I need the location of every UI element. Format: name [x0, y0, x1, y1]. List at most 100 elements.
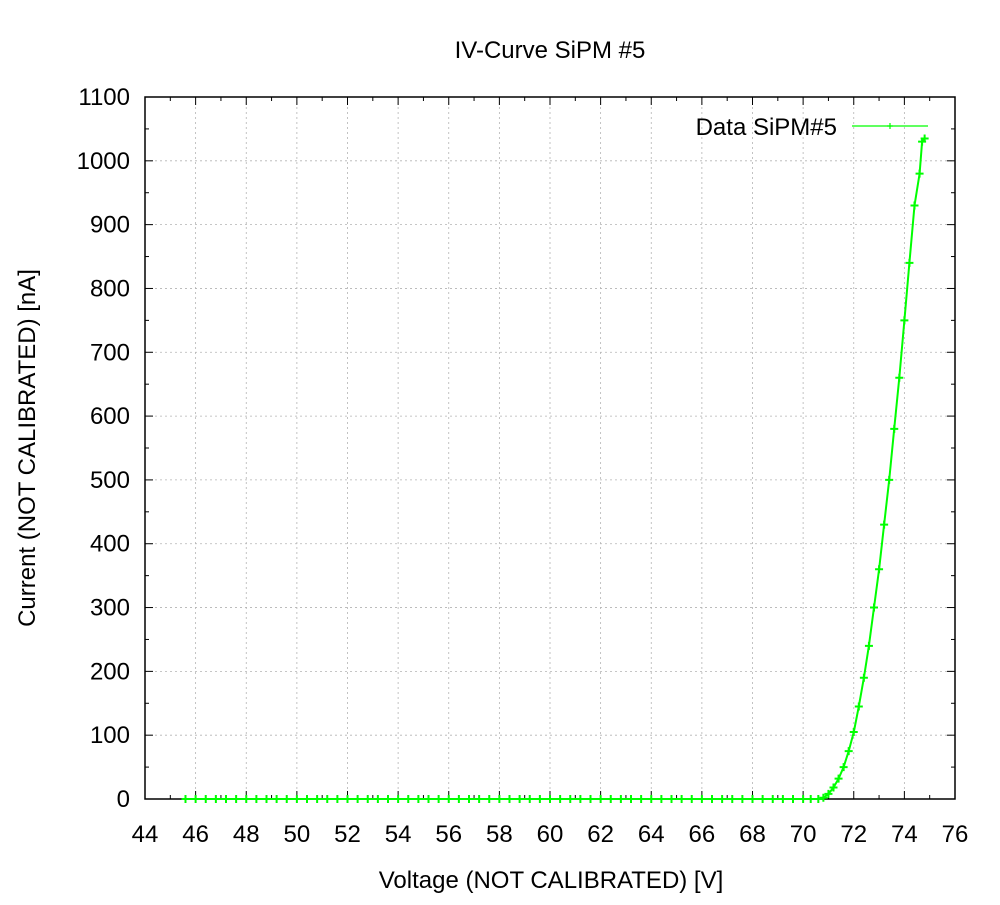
x-tick-label: 52	[334, 821, 361, 848]
data-point	[394, 795, 403, 803]
data-point	[444, 795, 453, 803]
data-point	[566, 795, 575, 803]
x-tick-labels: 44 46 48 50 52 54 56 58 60 62 64 66 68 70 72 74 76	[132, 821, 969, 848]
x-tick-label: 70	[790, 821, 817, 848]
data-point	[323, 795, 332, 803]
chart-title: IV-Curve SiPM #5	[455, 37, 646, 64]
y-tick-label: 300	[90, 595, 130, 622]
x-tick-label: 48	[233, 821, 260, 848]
data-point	[606, 795, 615, 803]
data-point	[895, 373, 904, 382]
data-point	[505, 795, 514, 803]
x-tick-label: 60	[537, 821, 564, 848]
data-point	[525, 795, 534, 803]
data-point	[475, 795, 484, 803]
data-point	[915, 169, 924, 178]
data-point	[748, 795, 757, 803]
data-point	[222, 795, 230, 803]
data-point	[647, 795, 656, 803]
y-tick-label: 900	[90, 212, 130, 239]
data-point	[708, 795, 716, 803]
data-point	[343, 795, 352, 803]
data-point	[181, 795, 190, 803]
x-tick-label: 76	[942, 821, 969, 848]
data-point	[758, 795, 767, 803]
data-point	[880, 520, 889, 529]
x-axis-label: Voltage (NOT CALIBRATED) [V]	[379, 867, 724, 894]
data-point	[637, 795, 646, 803]
y-tick-label: 500	[90, 467, 130, 494]
series-layer	[181, 134, 929, 803]
x-tick-label: 50	[284, 821, 311, 848]
grid	[145, 97, 955, 799]
y-tick-label: 1100	[78, 84, 130, 111]
data-point	[900, 316, 909, 325]
data-point	[859, 673, 868, 682]
data-point	[535, 795, 544, 803]
y-tick-label: 200	[90, 658, 130, 685]
data-point	[799, 795, 808, 803]
data-point	[556, 795, 565, 803]
data-point	[814, 795, 823, 803]
y-tick-label: 100	[90, 722, 130, 749]
data-point	[616, 795, 625, 803]
data-point	[920, 134, 929, 143]
data-point	[353, 795, 362, 803]
data-point	[864, 641, 873, 650]
x-tick-label: 44	[132, 821, 159, 848]
y-tick-label: 600	[90, 403, 130, 430]
data-point	[875, 565, 884, 574]
x-tick-label: 56	[435, 821, 462, 848]
x-tick-label: 58	[486, 821, 513, 848]
x-tick-label: 66	[689, 821, 716, 848]
data-point	[485, 795, 494, 803]
data-point	[885, 475, 894, 484]
data-point	[201, 795, 210, 803]
data-point	[596, 795, 605, 803]
data-point	[789, 795, 797, 803]
data-point	[829, 783, 838, 792]
legend-label-data-sipm5: Data SiPM#5	[696, 114, 837, 141]
data-point	[576, 795, 585, 803]
data-point	[667, 795, 676, 803]
data-point	[806, 795, 815, 803]
data-point	[834, 774, 843, 783]
data-point	[404, 795, 413, 803]
data-point	[454, 795, 463, 803]
data-point	[586, 795, 595, 803]
x-tick-label: 64	[638, 821, 665, 848]
x-tick-label: 68	[739, 821, 766, 848]
data-point	[870, 603, 878, 612]
data-point	[697, 795, 706, 803]
data-point	[262, 795, 271, 803]
data-point	[272, 795, 281, 803]
data-point	[718, 795, 727, 803]
data-point	[854, 702, 863, 711]
data-point	[657, 795, 666, 803]
data-point	[434, 795, 443, 803]
data-point	[313, 795, 322, 803]
legend-marker-data-sipm5	[887, 123, 893, 129]
data-point	[465, 795, 473, 803]
y-tick-label: 400	[90, 531, 130, 558]
data-point	[905, 258, 914, 267]
x-tick-label: 62	[587, 821, 614, 848]
y-tick-label: 0	[117, 786, 130, 813]
data-point	[303, 795, 311, 803]
y-tick-labels: 0 100 200 300 400 500 600 700 800 900 1000 1100	[77, 84, 130, 813]
data-point	[333, 795, 342, 803]
data-point	[282, 795, 291, 803]
data-point	[363, 795, 372, 803]
data-point	[738, 795, 747, 803]
data-point	[211, 795, 220, 803]
data-point	[687, 795, 696, 803]
data-point	[292, 795, 301, 803]
x-tick-label: 72	[840, 821, 867, 848]
data-point	[414, 795, 423, 803]
data-point	[910, 201, 919, 210]
x-tick-label: 46	[182, 821, 209, 848]
data-point	[677, 795, 686, 803]
data-point	[819, 793, 828, 802]
data-point	[824, 789, 833, 798]
y-tick-label: 1000	[77, 148, 130, 175]
